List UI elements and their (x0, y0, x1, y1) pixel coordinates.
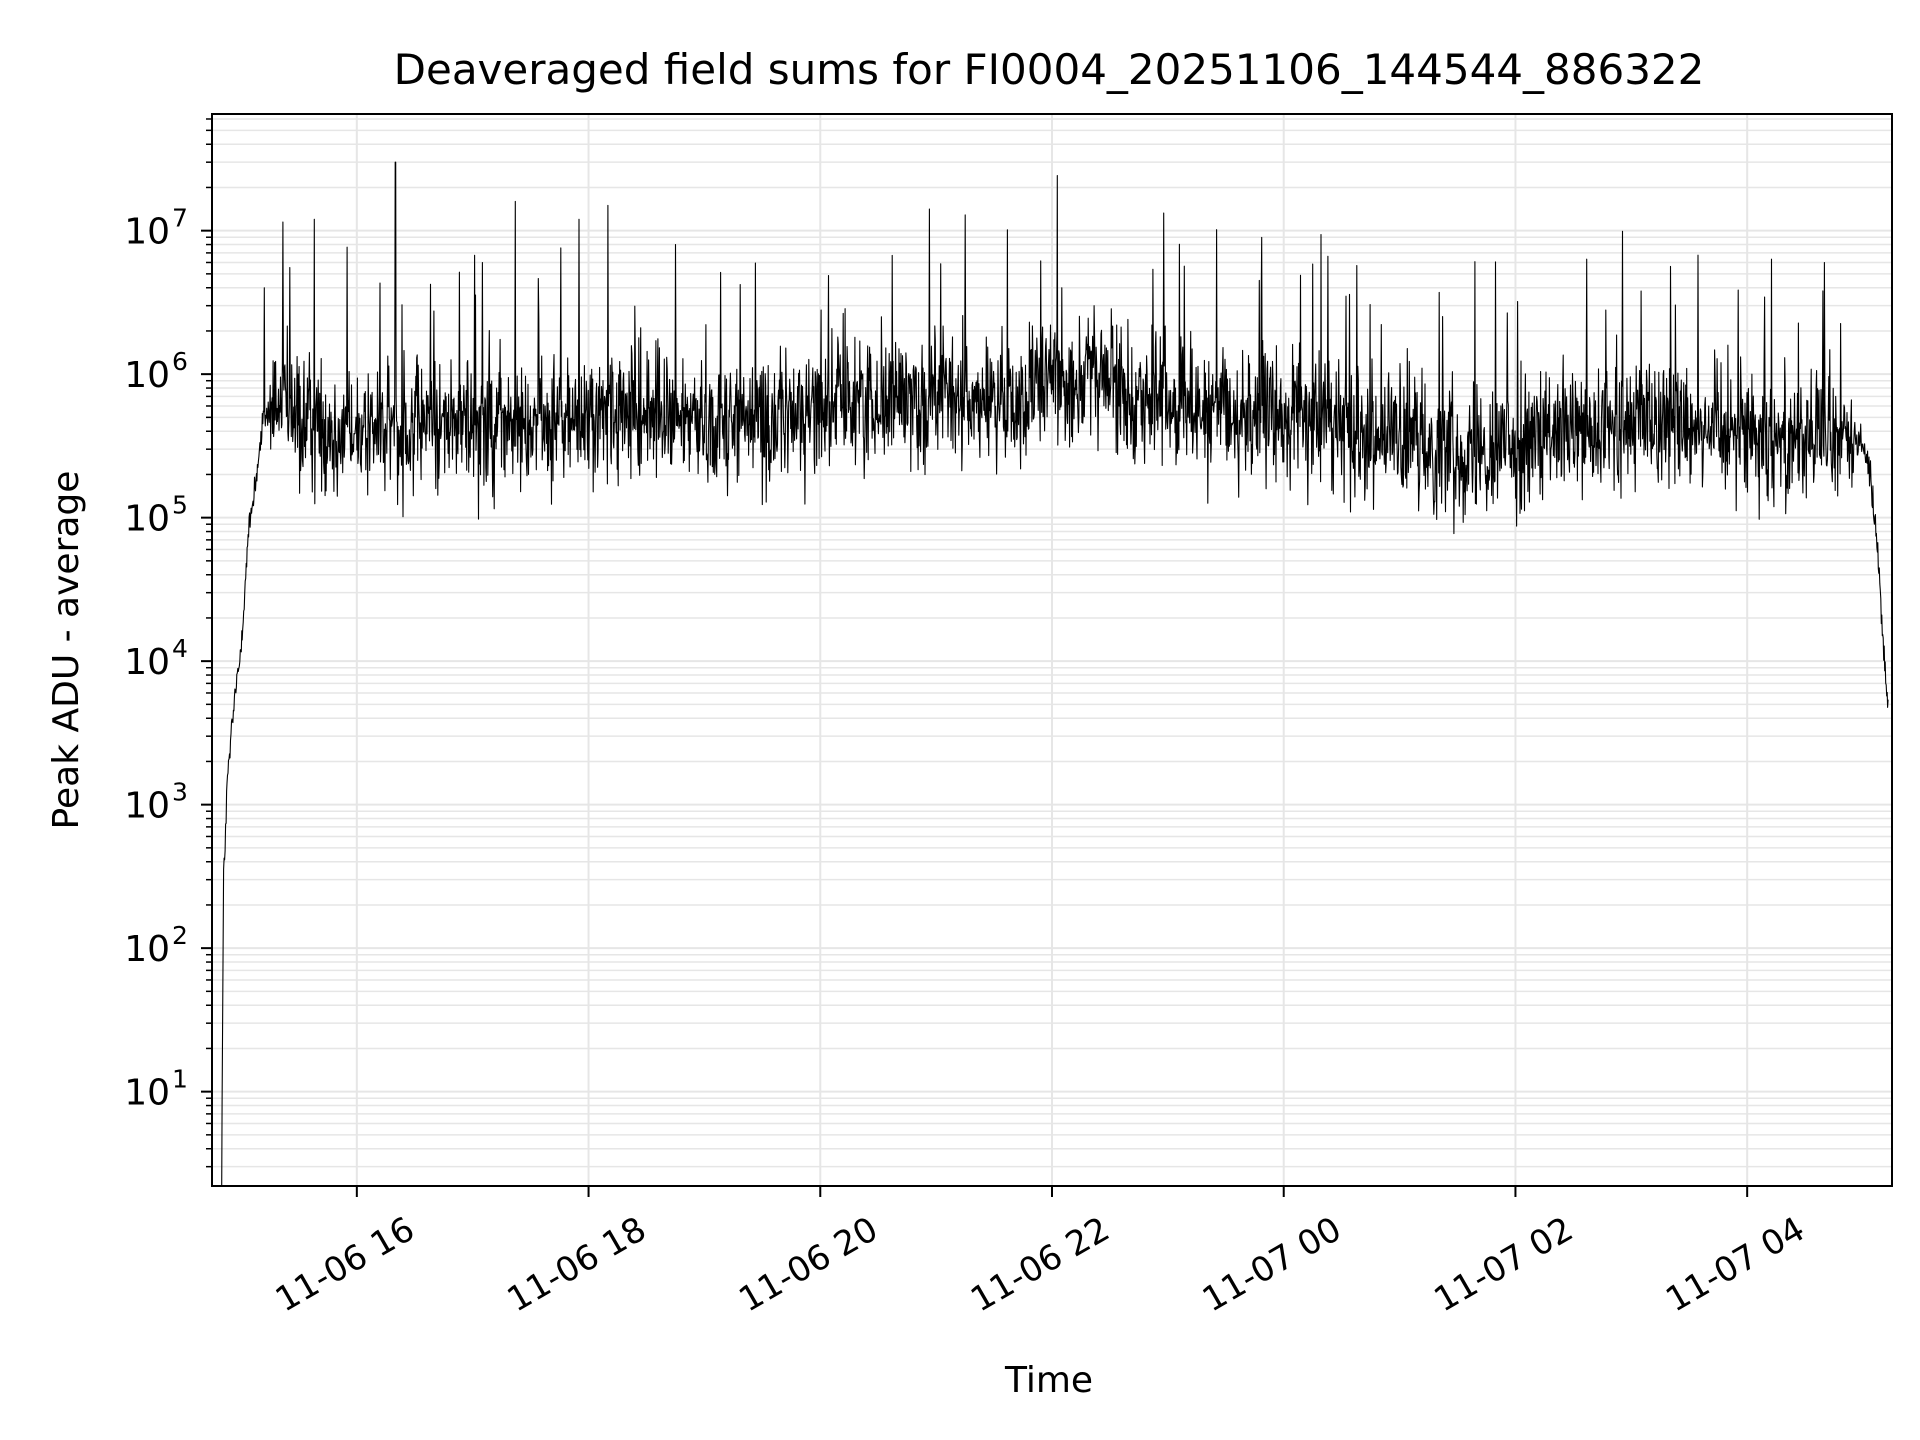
grid-layer (212, 114, 1892, 1186)
chart-title: Deaveraged field sums for FI0004_2025110… (394, 45, 1705, 94)
y-tick-label: 10 (124, 786, 170, 827)
plot-area (221, 161, 1889, 1186)
x-axis-label: Time (1004, 1360, 1093, 1401)
y-tick-exponent: 2 (172, 921, 188, 950)
y-tick-exponent: 6 (172, 347, 188, 376)
y-tick-label: 10 (124, 355, 170, 396)
y-tick-exponent: 3 (172, 778, 188, 807)
y-tick-label: 10 (124, 642, 170, 683)
y-tick-exponent: 1 (172, 1065, 188, 1094)
y-tick-label: 10 (124, 929, 170, 970)
y-axis-label: Peak ADU - average (46, 471, 87, 830)
series-line (221, 161, 1889, 1186)
y-tick-label: 10 (124, 1073, 170, 1114)
y-tick-exponent: 4 (172, 634, 188, 663)
y-tick-label: 10 (124, 499, 170, 540)
y-tick-exponent: 5 (172, 491, 188, 520)
y-tick-label: 10 (124, 212, 170, 253)
y-tick-exponent: 7 (172, 204, 188, 233)
